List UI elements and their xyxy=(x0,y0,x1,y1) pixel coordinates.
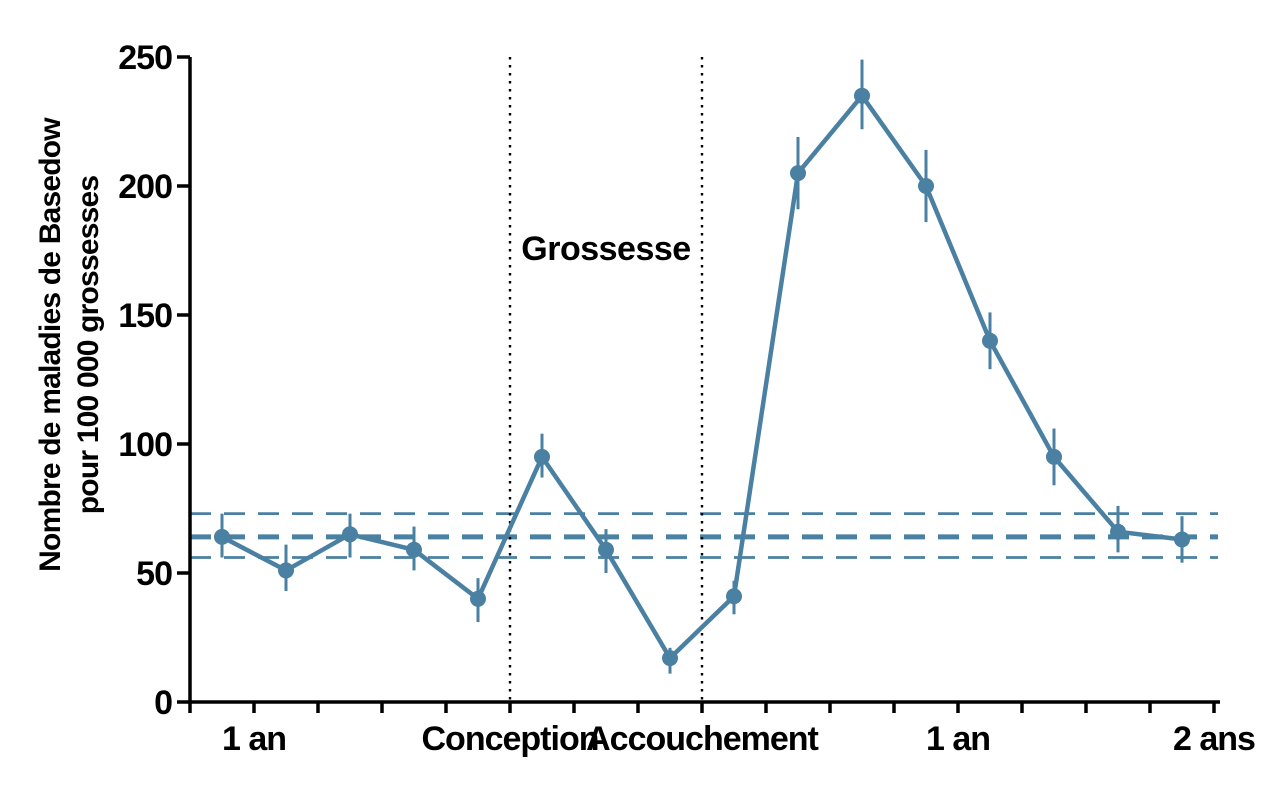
data-line xyxy=(219,93,1185,661)
x-tick-label: Conception xyxy=(422,720,599,758)
data-point xyxy=(406,541,422,558)
data-point xyxy=(1174,531,1190,548)
y-tick-label: 50 xyxy=(136,555,172,593)
data-point xyxy=(278,562,294,579)
data-point xyxy=(982,332,998,349)
data-point xyxy=(534,448,550,465)
x-tick-label: Accouchement xyxy=(586,720,818,758)
x-tick-label: 1 an xyxy=(222,720,286,758)
data-point xyxy=(854,87,870,104)
data-point xyxy=(726,588,742,605)
data-point xyxy=(662,650,678,667)
x-tick-label: 1 an xyxy=(926,720,990,758)
data-point xyxy=(598,541,614,558)
data-point xyxy=(342,526,358,543)
x-tick-label: 2 ans xyxy=(1173,720,1255,758)
y-axis-title-group: Nombre de maladies de Basedow pour 100 00… xyxy=(34,117,105,572)
pregnancy-band-label: Grossesse xyxy=(521,230,690,268)
data-point xyxy=(1046,448,1062,465)
y-axis-title-line: Nombre de maladies de Basedow xyxy=(34,117,67,572)
data-point xyxy=(918,178,934,194)
data-point xyxy=(470,590,486,607)
y-axis-title: Nombre de maladies de Basedow pour 100 00… xyxy=(34,117,105,572)
data-point xyxy=(214,528,230,545)
y-tick-label: 0 xyxy=(154,684,172,722)
data-point xyxy=(790,165,806,182)
y-tick-label: 200 xyxy=(118,168,172,206)
data-point xyxy=(1110,523,1126,540)
y-axis-title-line: pour 100 000 grossesses xyxy=(72,176,105,515)
y-tick-label: 100 xyxy=(118,426,172,464)
y-tick-label: 150 xyxy=(118,297,172,335)
y-tick-label: 250 xyxy=(118,39,172,77)
